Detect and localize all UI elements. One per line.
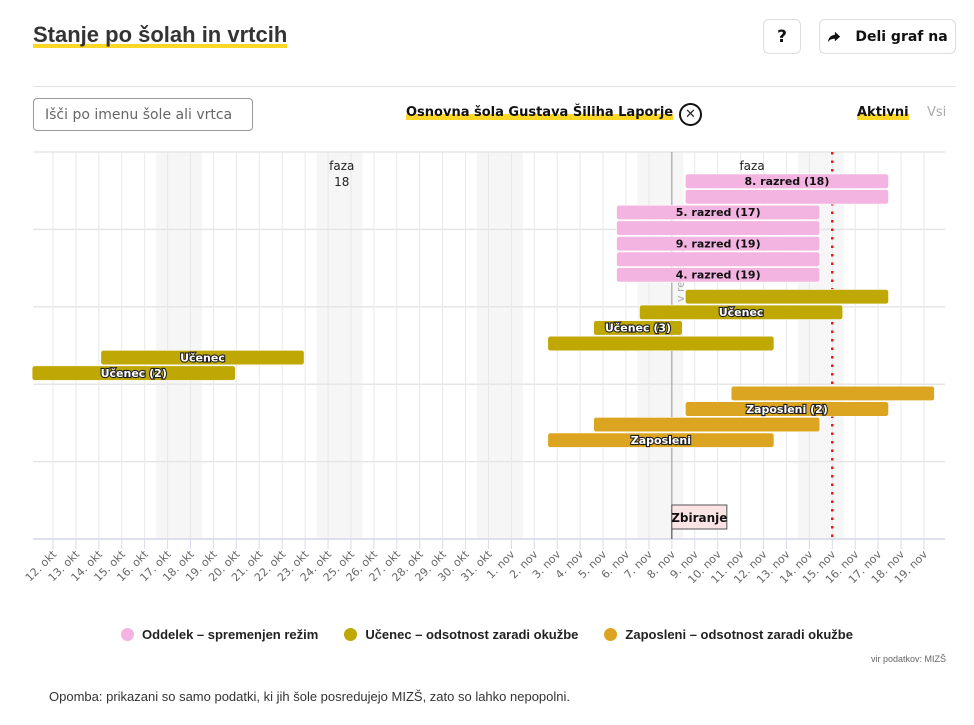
bar-label: Učenec	[180, 351, 225, 364]
close-circle-icon[interactable]: ✕	[679, 103, 702, 126]
footnote: Opomba: prikazani so samo podatki, ki ji…	[49, 689, 571, 704]
phase-label: faza	[739, 159, 764, 173]
share-button[interactable]: Deli graf na	[819, 19, 956, 54]
bar-zaposleni	[684, 401, 889, 417]
bar-ucenec	[31, 365, 236, 381]
chart-legend: Oddelek – spremenjen režim Učenec – odso…	[0, 627, 974, 642]
selected-school-label: Osnovna šola Gustava Šiliha Laporje	[406, 105, 674, 120]
header-divider	[33, 86, 956, 87]
bar-zaposleni	[593, 417, 821, 433]
legend-item-zaposleni[interactable]: Zaposleni – odsotnost zaradi okužbe	[604, 627, 853, 642]
help-button[interactable]: ?	[763, 19, 801, 54]
bar-label: Zaposleni	[631, 434, 691, 447]
bar-oddelek	[684, 173, 889, 189]
bar-zaposleni	[730, 385, 935, 401]
bar-oddelek	[684, 189, 889, 205]
legend-dot-oddelek	[121, 628, 135, 641]
legend-item-ucenec[interactable]: Učenec – odsotnost zaradi okužbe	[344, 627, 578, 642]
bar-label: Učenec (2)	[101, 367, 167, 380]
share-arrow-icon	[828, 31, 841, 42]
bar-label: 8. razred (18)	[745, 175, 830, 188]
bar-label: Zaposleni (2)	[746, 403, 828, 416]
bar-oddelek	[616, 251, 821, 267]
bar-label: 9. razred (19)	[676, 237, 761, 250]
bar-oddelek	[616, 236, 821, 252]
bar-ucenec	[100, 349, 305, 366]
legend-item-oddelek[interactable]: Oddelek – spremenjen režim	[121, 627, 318, 642]
bar-label: Učenec	[719, 306, 764, 319]
legend-label: Oddelek – spremenjen režim	[142, 627, 319, 642]
bar-ucenec	[639, 304, 844, 320]
bar-label: 5. razred (17)	[676, 206, 761, 219]
phase-label: faza	[329, 159, 354, 173]
bar-ucenec	[593, 320, 683, 336]
bar-oddelek	[616, 267, 821, 283]
bar-ucenec	[684, 289, 889, 305]
bar-label: 4. razred (19)	[676, 269, 761, 282]
data-source: vir podatkov: MIZŠ	[870, 654, 946, 664]
filter-all-toggle[interactable]: Vsi	[927, 105, 947, 120]
legend-dot-ucenec	[344, 628, 358, 641]
search-input[interactable]	[33, 98, 253, 131]
page-title: Stanje po šolah in vrtcih	[33, 22, 288, 47]
bar-ucenec	[547, 335, 775, 352]
legend-label: Učenec – odsotnost zaradi okužbe	[365, 627, 579, 642]
bar-label: Učenec (3)	[605, 322, 671, 335]
bar-oddelek	[616, 204, 821, 220]
filter-active-toggle[interactable]: Aktivni	[857, 105, 909, 120]
share-button-label: Deli graf na	[855, 28, 948, 45]
phase-number: 18	[334, 175, 349, 189]
bar-oddelek	[616, 220, 821, 236]
marker-label: Zbiranje	[671, 511, 727, 525]
legend-dot-zaposleni	[604, 628, 618, 641]
marker-box	[671, 504, 728, 530]
legend-label: Zaposleni – odsotnost zaradi okužbe	[625, 627, 853, 642]
bar-zaposleni	[547, 432, 775, 448]
